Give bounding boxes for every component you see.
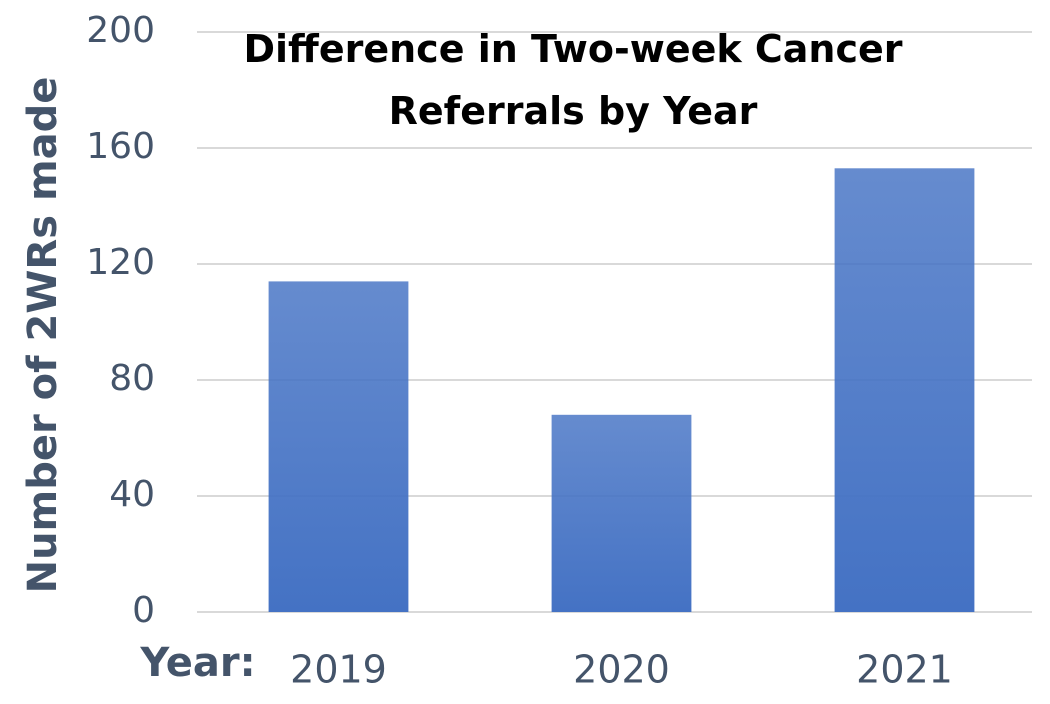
y-tick-label: 80 [109, 358, 155, 399]
y-tick-label: 0 [132, 590, 155, 631]
bar [268, 281, 409, 612]
x-axis-label: Year: [139, 640, 255, 686]
x-tick-label: 2020 [573, 648, 670, 692]
y-tick-label: 160 [86, 126, 155, 167]
y-tick-label: 40 [109, 474, 155, 515]
bar [551, 414, 692, 612]
x-tick-label: 2021 [856, 648, 953, 692]
bar [834, 168, 975, 613]
y-axis-label: Number of 2WRs made [20, 77, 66, 594]
y-tick-label: 120 [86, 242, 155, 283]
x-tick-label: 2019 [290, 648, 387, 692]
chart-title: Difference in Two-week Cancer Referrals … [243, 27, 903, 133]
y-tick-label: 200 [86, 10, 155, 51]
